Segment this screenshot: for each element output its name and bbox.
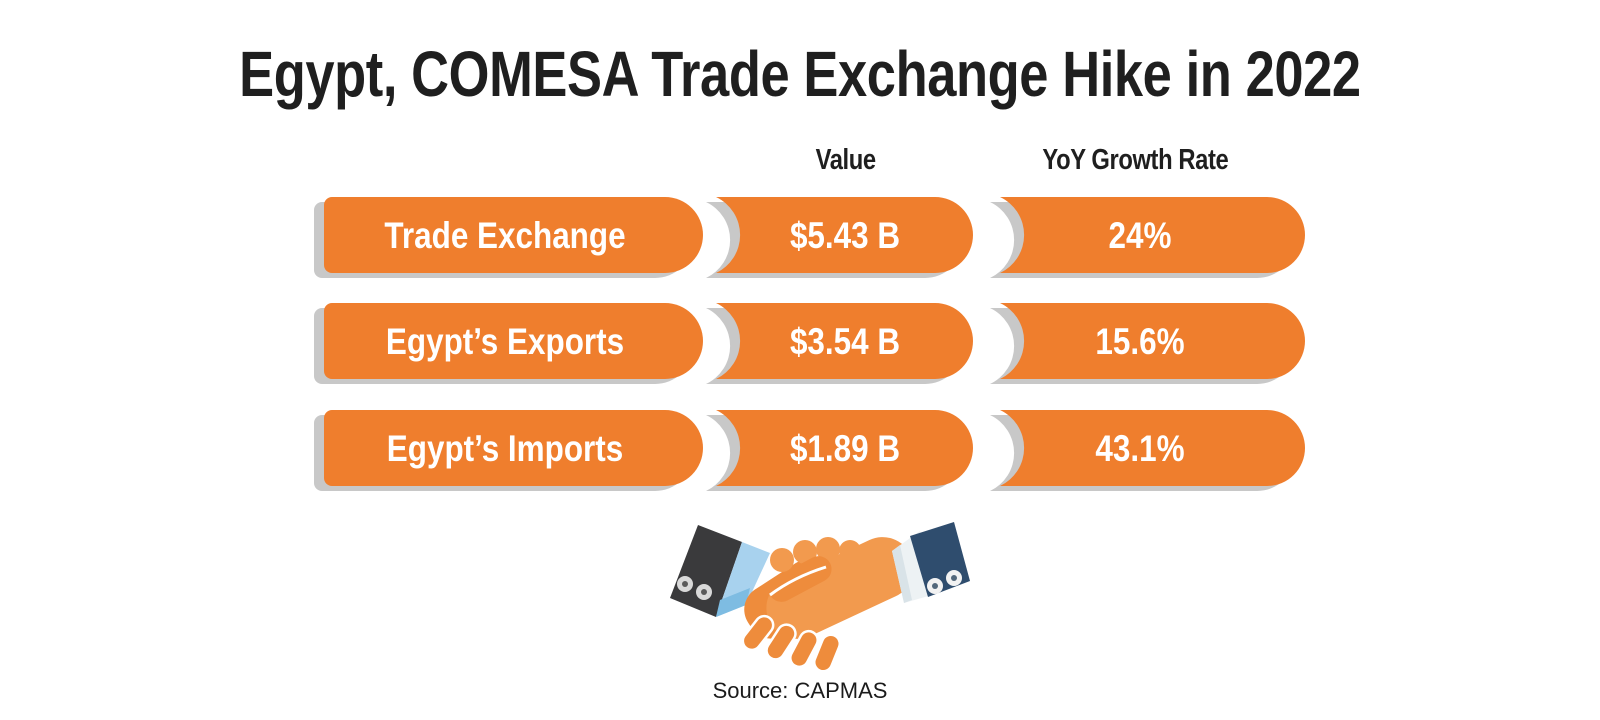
row-label: Trade Exchange bbox=[384, 216, 625, 257]
handshake-icon bbox=[670, 522, 970, 673]
row-growth: 24% bbox=[1109, 216, 1172, 257]
growth-pill bbox=[1000, 197, 1305, 273]
table-row-egypts-imports: Egypt’s Imports $1.89 B 43.1% bbox=[314, 410, 1305, 491]
growth-pill bbox=[1000, 410, 1305, 486]
value-pill bbox=[716, 197, 973, 273]
page-title: Egypt, COMESA Trade Exchange Hike in 202… bbox=[0, 38, 1600, 110]
label-pill bbox=[324, 197, 703, 273]
source-caption: Source: CAPMAS bbox=[712, 678, 888, 703]
table-row-egypts-exports: Egypt’s Exports $3.54 B 15.6% bbox=[314, 303, 1305, 384]
value-pill bbox=[716, 410, 973, 486]
table-row-trade-exchange: Trade Exchange $5.43 B 24% bbox=[314, 197, 1305, 278]
column-header-value: Value bbox=[815, 144, 877, 176]
row-value: $1.89 B bbox=[790, 429, 900, 470]
row-value: $5.43 B bbox=[790, 216, 900, 257]
row-label: Egypt’s Imports bbox=[387, 429, 623, 470]
row-label: Egypt’s Exports bbox=[386, 322, 624, 363]
value-pill bbox=[716, 303, 973, 379]
left-arm bbox=[670, 525, 770, 617]
column-header-yoy-growth-rate: YoY Growth Rate bbox=[1042, 144, 1228, 176]
growth-pill bbox=[1000, 303, 1305, 379]
label-pill bbox=[324, 303, 703, 379]
row-growth: 43.1% bbox=[1095, 429, 1184, 470]
label-pill bbox=[324, 410, 703, 486]
right-arm bbox=[892, 522, 970, 603]
row-value: $3.54 B bbox=[790, 322, 900, 363]
page-title-text: Egypt, COMESA Trade Exchange Hike in 202… bbox=[239, 38, 1361, 110]
clasped-hands bbox=[741, 537, 914, 673]
row-growth: 15.6% bbox=[1095, 322, 1184, 363]
